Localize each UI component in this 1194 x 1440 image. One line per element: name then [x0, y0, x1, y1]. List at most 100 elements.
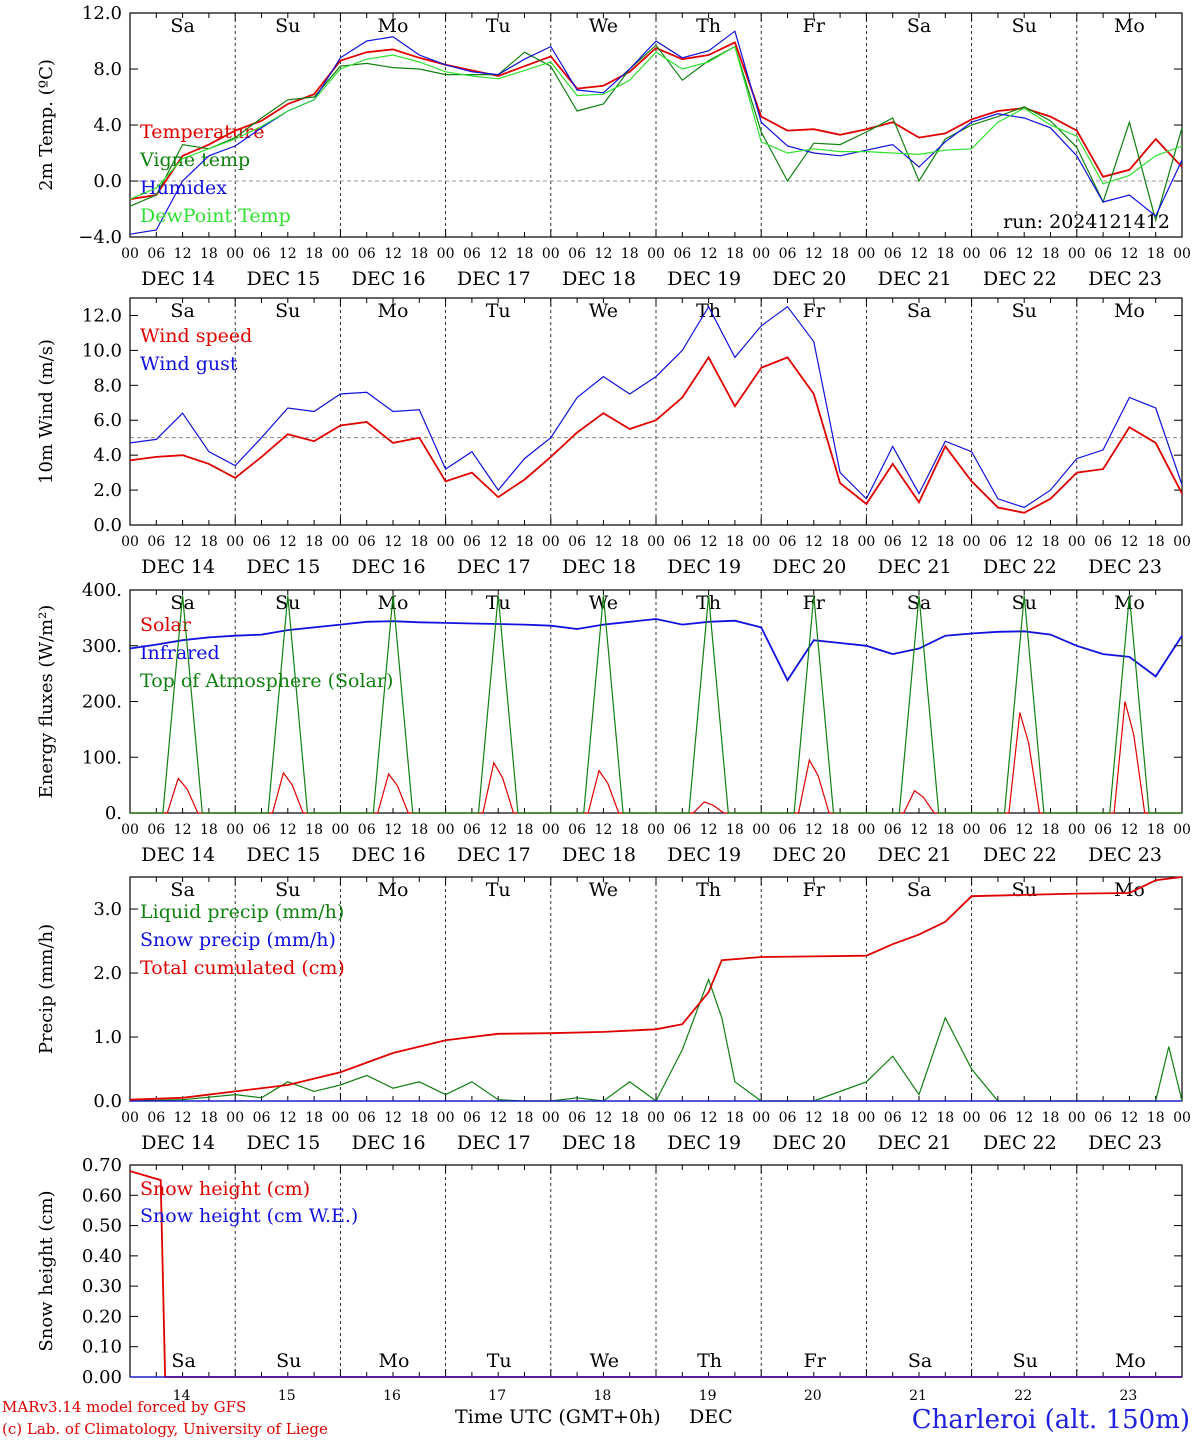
- hour-tick-label: 18: [516, 822, 534, 838]
- hour-tick-label: 06: [673, 246, 691, 262]
- hour-tick-label: 00: [331, 1110, 349, 1126]
- y-axis-title: Snow height (cm): [36, 1190, 57, 1351]
- hour-tick-label: 00: [331, 822, 349, 838]
- hour-tick-label: 06: [463, 822, 481, 838]
- hour-tick-label: 18: [200, 534, 218, 550]
- series-line-2: [129, 618, 1183, 683]
- hour-tick-label: 00: [121, 534, 139, 550]
- hour-tick-label: 18: [831, 246, 849, 262]
- day-label: We: [589, 879, 618, 901]
- hour-tick-label: 18: [410, 822, 428, 838]
- hour-tick-label: 06: [253, 822, 271, 838]
- legend-entry: Infrared: [140, 642, 220, 664]
- day-label: Mo: [379, 1350, 410, 1372]
- legend-entry: Top of Atmosphere (Solar): [140, 670, 393, 692]
- hour-tick-label: 06: [147, 246, 165, 262]
- day-label: Mo: [378, 15, 409, 37]
- hour-tick-label: 06: [358, 246, 376, 262]
- hour-tick-label: 12: [489, 822, 507, 838]
- hour-tick-label: 12: [910, 822, 928, 838]
- hour-tick-label: 00: [1068, 1110, 1086, 1126]
- date-label: DEC 21: [878, 268, 952, 290]
- hour-tick-label: 00: [331, 246, 349, 262]
- hour-tick-label: 00: [752, 822, 770, 838]
- hour-tick-label: 06: [1094, 1110, 1112, 1126]
- day-label: Fr: [804, 1350, 827, 1372]
- date-label: DEC 23: [1088, 268, 1162, 290]
- hour-tick-label: 00: [752, 534, 770, 550]
- date-label: DEC 15: [246, 1132, 320, 1154]
- date-label: DEC 18: [562, 556, 636, 578]
- date-label: DEC 14: [141, 556, 215, 578]
- date-label: DEC 19: [667, 844, 741, 866]
- y-tick-label: 12.0: [82, 305, 122, 326]
- date-label: DEC 17: [457, 268, 531, 290]
- hour-tick-label: 06: [463, 246, 481, 262]
- hour-tick-label: 00: [1173, 1110, 1191, 1126]
- day-label: Tu: [486, 15, 511, 37]
- hour-tick-label: 18: [621, 822, 639, 838]
- legend-entry: DewPoint Temp: [140, 205, 291, 227]
- hour-tick-label: 12: [174, 246, 192, 262]
- date-label: DEC 23: [1088, 1132, 1162, 1154]
- hour-tick-label: 06: [884, 1110, 902, 1126]
- hour-tick-label: 18: [726, 822, 744, 838]
- day-label: Tu: [487, 1350, 512, 1372]
- day-label: We: [589, 592, 618, 614]
- hour-tick-label: 18: [936, 822, 954, 838]
- day-label: Sa: [171, 1350, 195, 1372]
- hour-tick-label: 12: [384, 534, 402, 550]
- hour-tick-label: 18: [200, 1110, 218, 1126]
- hour-tick-label: 00: [857, 1110, 875, 1126]
- hour-tick-label: 00: [1173, 534, 1191, 550]
- panel-3: 0. 100. 200. 300. 400. Energy fluxes (W/m²) Sa…: [36, 580, 1191, 866]
- hour-tick-label: 06: [1094, 534, 1112, 550]
- y-tick-label: 100.: [82, 747, 122, 768]
- legend-entry: Snow height (cm W.E.): [140, 1205, 358, 1227]
- hour-tick-label: 00: [647, 534, 665, 550]
- legend-entry: Wind gust: [140, 353, 238, 375]
- y-tick-label: 0.60: [82, 1185, 122, 1206]
- hour-tick-label: 18: [621, 1110, 639, 1126]
- date-label: DEC 23: [1088, 556, 1162, 578]
- hour-tick-label: 18: [305, 246, 323, 262]
- day-label: Sa: [170, 300, 194, 322]
- date-label: 23: [1119, 1388, 1137, 1404]
- hour-tick-label: 18: [1042, 534, 1060, 550]
- hour-tick-label: 18: [305, 822, 323, 838]
- date-label: DEC 20: [772, 268, 846, 290]
- date-label: DEC 21: [878, 844, 952, 866]
- date-label: DEC 17: [457, 844, 531, 866]
- day-label: Sa: [907, 300, 931, 322]
- series-line-4: [129, 45, 1183, 200]
- date-label: 14: [173, 1388, 191, 1404]
- hour-tick-label: 18: [305, 1110, 323, 1126]
- hour-tick-label: 12: [594, 1110, 612, 1126]
- hour-tick-label: 18: [1147, 246, 1165, 262]
- date-label: DEC 20: [772, 1132, 846, 1154]
- hour-tick-label: 06: [568, 534, 586, 550]
- date-label: DEC 15: [246, 556, 320, 578]
- date-label: DEC 22: [983, 556, 1057, 578]
- day-label: Su: [275, 879, 300, 901]
- hour-tick-label: 12: [279, 1110, 297, 1126]
- date-label: DEC 21: [878, 1132, 952, 1154]
- hour-tick-label: 00: [437, 246, 455, 262]
- hour-tick-label: 06: [1094, 822, 1112, 838]
- hour-tick-label: 00: [1068, 822, 1086, 838]
- hour-tick-label: 18: [200, 822, 218, 838]
- day-label: Su: [1013, 1350, 1038, 1372]
- day-label: Fr: [803, 879, 826, 901]
- date-label: DEC 19: [667, 268, 741, 290]
- hour-tick-label: 06: [253, 246, 271, 262]
- footer-credit-2: (c) Lab. of Climatology, University of L…: [2, 1420, 328, 1438]
- hour-tick-label: 06: [568, 246, 586, 262]
- hour-tick-label: 00: [752, 246, 770, 262]
- panel-5: 0.00 0.10 0.20 0.30 0.40 0.50 0.60 0.70 Snow hei…: [36, 1155, 1183, 1404]
- hour-tick-label: 18: [516, 534, 534, 550]
- hour-tick-label: 12: [174, 534, 192, 550]
- hour-tick-label: 00: [1068, 246, 1086, 262]
- y-tick-label: 0.40: [82, 1246, 122, 1267]
- hour-tick-label: 12: [805, 822, 823, 838]
- hour-tick-label: 18: [410, 1110, 428, 1126]
